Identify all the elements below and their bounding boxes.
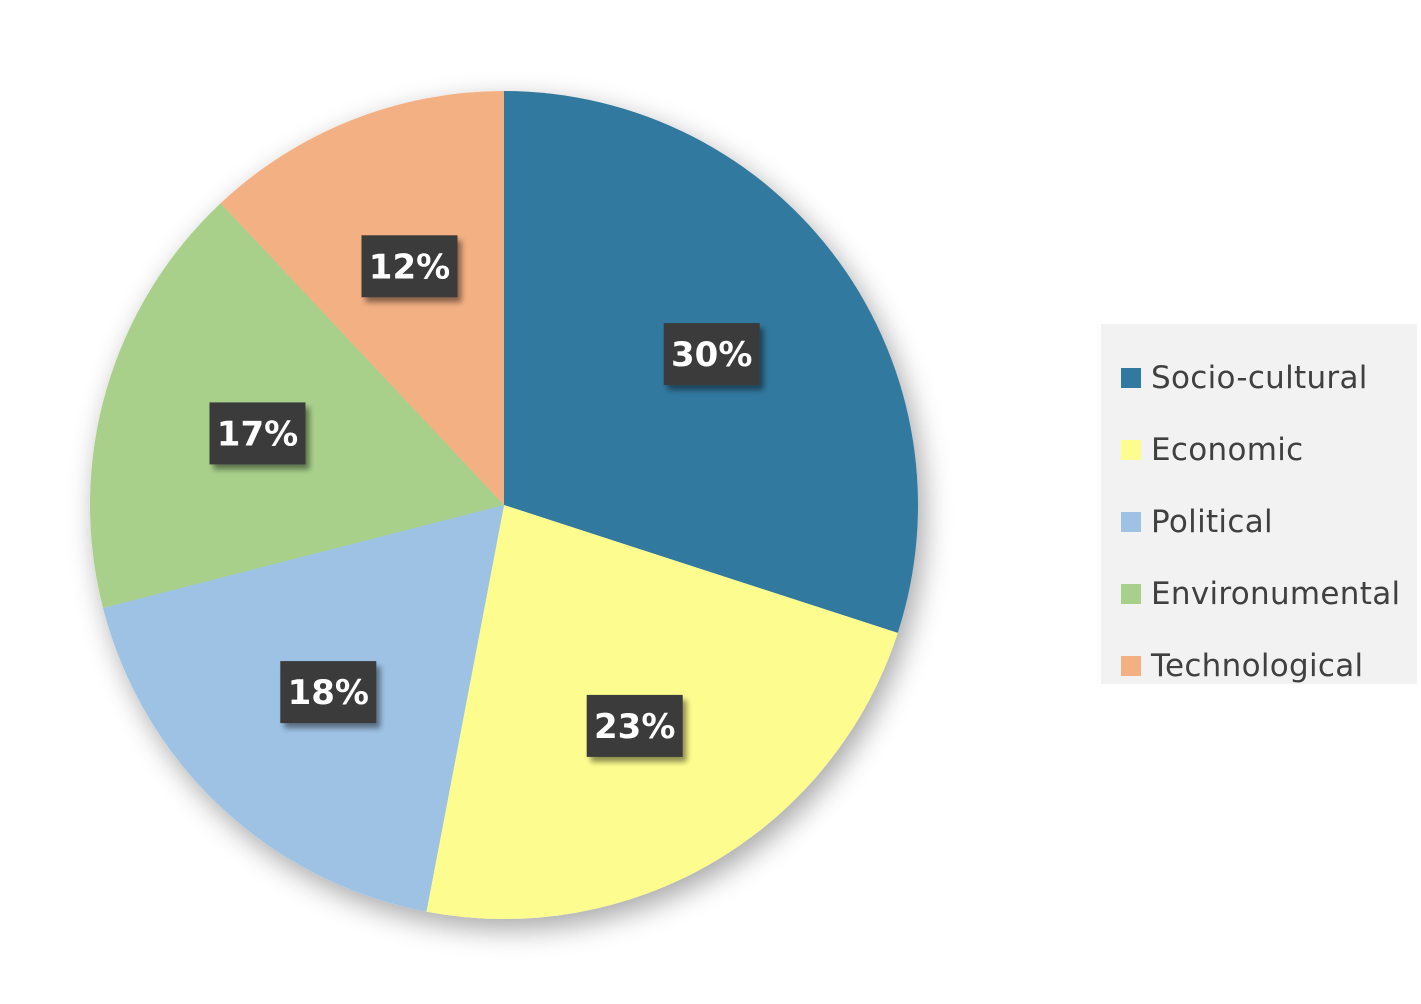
pie-slice-technological (220, 91, 504, 505)
legend-swatch-technological (1121, 656, 1141, 676)
data-label-socio-cultural: 30% (663, 323, 760, 386)
legend-label-environumental: Environumental (1151, 576, 1401, 612)
data-label-text-technological: 12% (369, 247, 450, 287)
data-label-box-technological (361, 235, 458, 298)
data-label-text-political: 18% (288, 673, 369, 713)
legend-label-socio-cultural: Socio-cultural (1151, 360, 1368, 396)
data-label-text-socio-cultural: 30% (671, 335, 752, 375)
data-label-economic: 23% (586, 694, 683, 757)
legend-item-technological: Technological (1101, 630, 1417, 702)
legend-label-political: Political (1151, 504, 1273, 540)
legend-item-political: Political (1101, 486, 1417, 558)
legend-swatch-environumental (1121, 584, 1141, 604)
pie-data-labels: 30% 23% 18% 17% 12% (209, 235, 760, 757)
data-label-text-environumental: 17% (217, 414, 298, 454)
legend-item-environumental: Environumental (1101, 558, 1417, 630)
data-label-text-economic: 23% (594, 707, 675, 747)
data-label-box-political (280, 661, 377, 724)
legend-label-technological: Technological (1151, 648, 1364, 684)
legend-label-economic: Economic (1151, 432, 1304, 468)
chart-legend: Socio-cultural Economic Political Enviro… (1101, 324, 1417, 684)
pie-slices (90, 90, 919, 920)
data-label-box-environumental (209, 402, 306, 465)
data-label-box-socio-cultural (663, 323, 760, 386)
data-label-technological: 12% (361, 235, 458, 298)
legend-swatch-political (1121, 512, 1141, 532)
legend-item-socio-cultural: Socio-cultural (1101, 342, 1417, 414)
legend-swatch-socio-cultural (1121, 368, 1141, 388)
legend-swatch-economic (1121, 440, 1141, 460)
legend-item-economic: Economic (1101, 414, 1417, 486)
data-label-political: 18% (280, 661, 377, 724)
data-label-box-economic (586, 694, 683, 757)
data-label-environumental: 17% (209, 402, 306, 465)
